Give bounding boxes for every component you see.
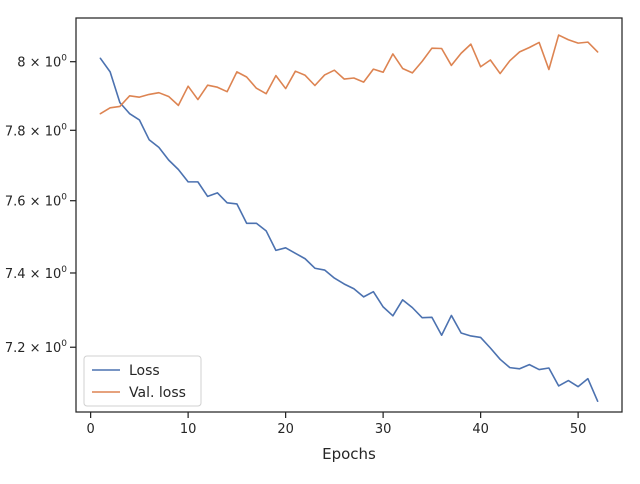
x-tick-label: 30 <box>375 422 392 437</box>
legend-box <box>83 355 202 407</box>
y-tick-mantissa: 7.2 <box>5 341 26 356</box>
legend-label: Val. loss <box>129 385 186 401</box>
y-tick-base: 10 <box>45 195 62 210</box>
x-tick-label: 40 <box>472 422 489 437</box>
y-tick-base: 10 <box>45 124 62 139</box>
y-tick-exponent: 0 <box>61 122 67 132</box>
y-tick-mantissa: 7.4 <box>5 267 26 282</box>
y-tick-times: × <box>26 195 45 210</box>
y-tick-base: 10 <box>45 267 62 282</box>
y-tick-times: × <box>26 267 45 282</box>
x-axis-ticks: 0 10 20 30 40 50 <box>86 412 586 437</box>
x-tick-label: 20 <box>277 422 294 437</box>
series-line-val-loss <box>99 34 599 115</box>
y-tick-label: 7.2 × 100 <box>5 339 67 356</box>
series-line-loss <box>99 57 599 403</box>
y-tick-times: × <box>26 341 45 356</box>
y-tick-mantissa: 7.8 <box>5 124 26 139</box>
y-tick-mantissa: 7.6 <box>5 195 26 210</box>
y-tick-exponent: 0 <box>61 193 67 203</box>
y-tick-label: 8 × 100 <box>17 54 67 71</box>
y-tick-times: × <box>26 56 45 71</box>
legend-label: Loss <box>129 363 160 379</box>
x-tick-label: 50 <box>570 422 587 437</box>
y-tick-label: 7.8 × 100 <box>5 122 67 139</box>
y-tick-base: 10 <box>45 341 62 356</box>
y-tick-exponent: 0 <box>61 339 67 349</box>
y-tick-mantissa: 8 <box>17 56 25 71</box>
y-tick-times: × <box>26 124 45 139</box>
y-tick-label: 7.4 × 100 <box>5 265 67 282</box>
plot-area-frame <box>75 17 623 413</box>
legend: Loss Val. loss <box>83 355 202 407</box>
y-tick-base: 10 <box>45 56 62 71</box>
x-tick-label: 0 <box>86 422 94 437</box>
x-tick-label: 10 <box>180 422 197 437</box>
x-axis-label: Epochs <box>322 445 376 463</box>
series-layer <box>99 34 599 403</box>
y-tick-exponent: 0 <box>61 265 67 275</box>
y-tick-exponent: 0 <box>61 54 67 64</box>
y-tick-label: 7.6 × 100 <box>5 193 67 210</box>
